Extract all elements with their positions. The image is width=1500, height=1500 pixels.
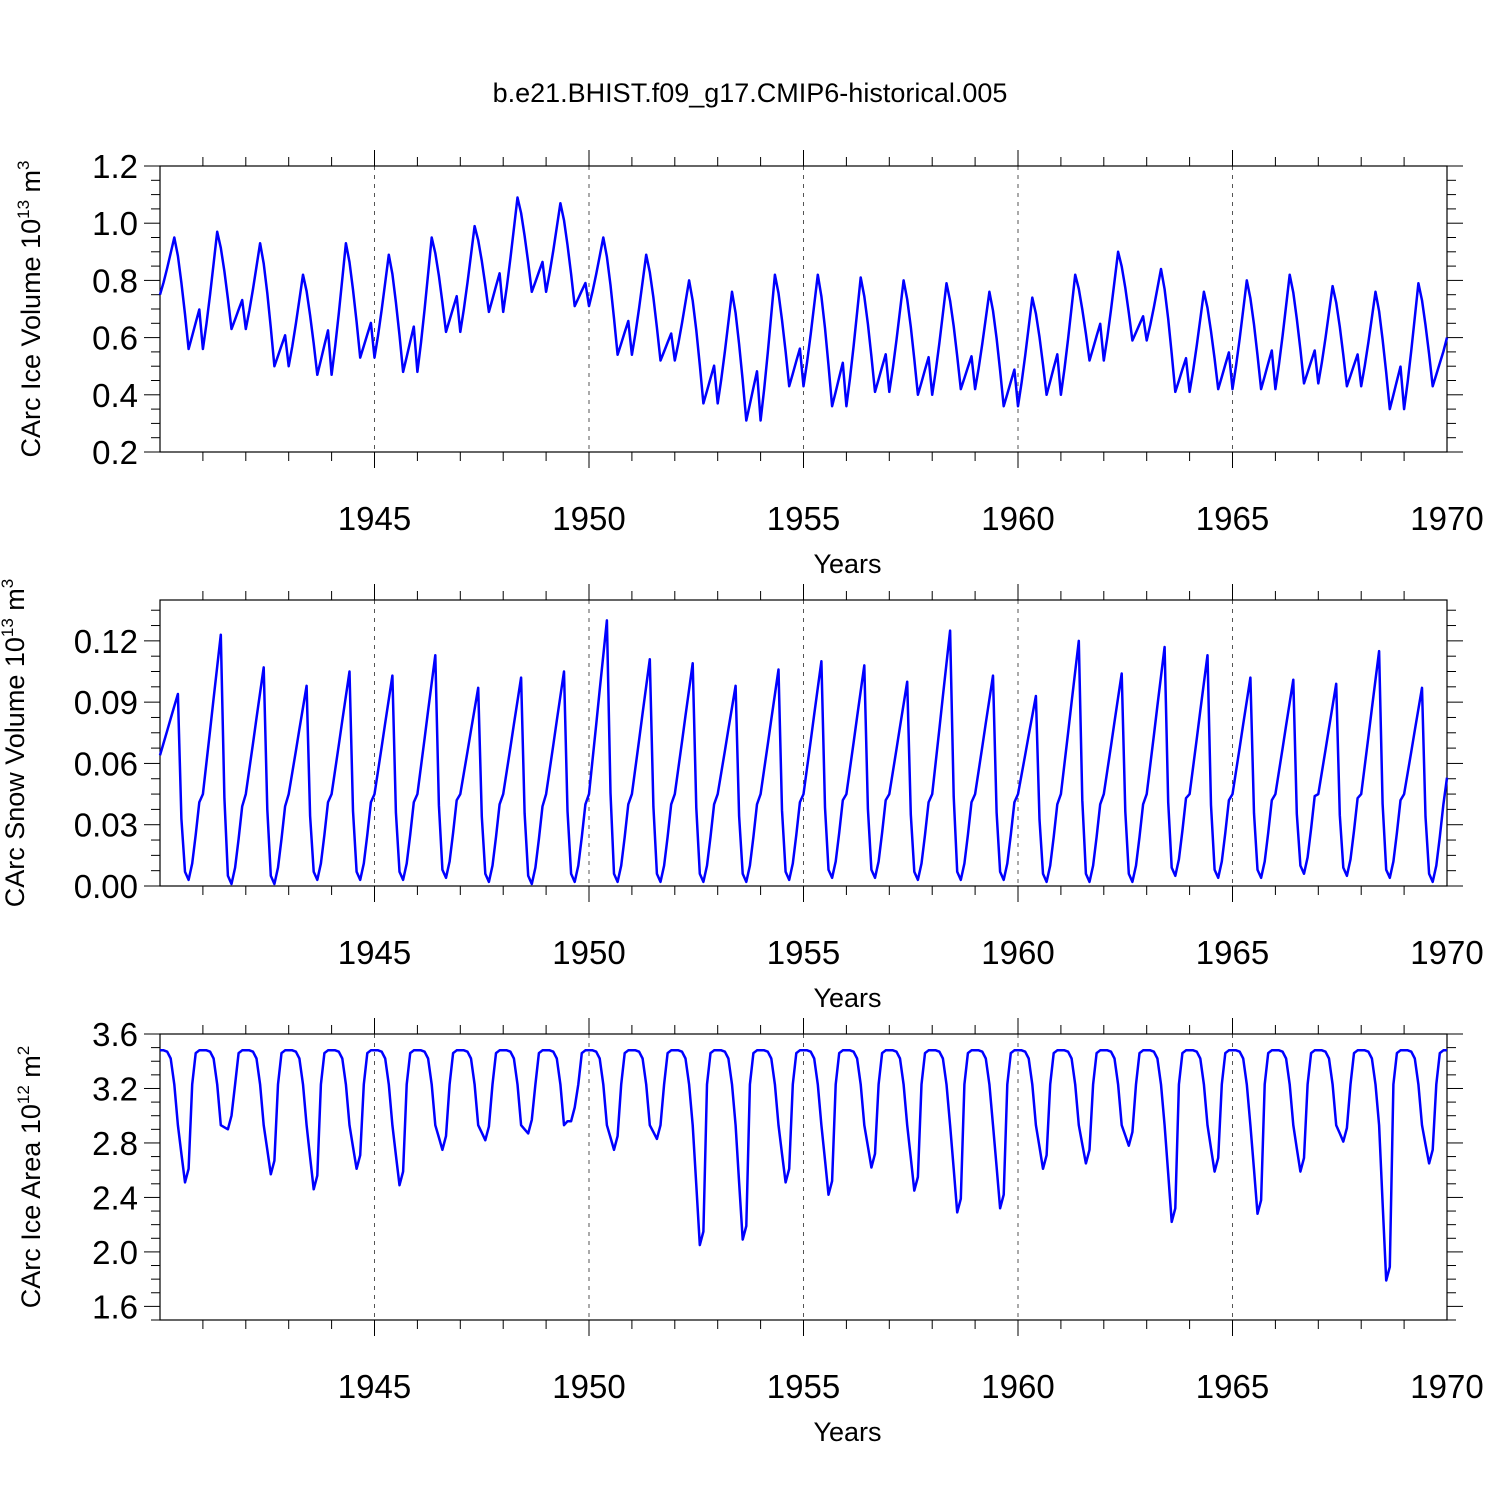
- x-tick-label: 1945: [338, 934, 411, 971]
- y-axis-label: CArc Ice Area 1012 m2: [14, 1046, 46, 1309]
- figure-title: b.e21.BHIST.f09_g17.CMIP6-historical.005: [493, 78, 1008, 108]
- x-tick-label: 1955: [767, 1368, 840, 1405]
- snow-volume-panel: 1945 1950 1955 1960 1965 1970 Years 0.00 0.03 0.0…: [0, 579, 1484, 1013]
- y-axis-label: CArc Ice Volume 1013 m3: [14, 160, 46, 457]
- y-tick-label: 0.03: [74, 807, 138, 844]
- x-axis-label: Years: [813, 1417, 881, 1447]
- x-tick-label: 1950: [552, 1368, 625, 1405]
- y-tick-label: 2.0: [92, 1234, 138, 1271]
- x-tick-label: 1970: [1410, 934, 1483, 971]
- x-tick-label: 1955: [767, 934, 840, 971]
- y-tick-label: 2.4: [92, 1179, 138, 1216]
- y-tick-label: 0.00: [74, 868, 138, 905]
- x-tick-label: 1960: [981, 500, 1054, 537]
- y-tick-label: 0.12: [74, 623, 138, 660]
- y-tick-label: 2.8: [92, 1125, 138, 1162]
- y-tick-label: 0.2: [92, 434, 138, 471]
- ice-area-series-line: [160, 1049, 1447, 1282]
- x-tick-label: 1965: [1196, 934, 1269, 971]
- y-tick-label: 1.2: [92, 148, 138, 185]
- x-tick-label: 1960: [981, 934, 1054, 971]
- ice-volume-panel: 1945 1950 1955 1960 1965 1970 Years 0.2 0.4 0.6 0.…: [14, 148, 1484, 579]
- ice-volume-series-line: [158, 196, 1449, 422]
- x-tick-label: 1945: [338, 500, 411, 537]
- y-tick-label: 3.6: [92, 1016, 138, 1053]
- x-tick-label: 1970: [1410, 500, 1483, 537]
- x-tick-label: 1950: [552, 934, 625, 971]
- y-tick-label: 0.8: [92, 262, 138, 299]
- y-tick-label: 1.0: [92, 205, 138, 242]
- y-tick-label: 3.2: [92, 1070, 138, 1107]
- y-axis-label: CArc Snow Volume 1013 m3: [0, 579, 30, 908]
- y-tick-label: 0.4: [92, 377, 138, 414]
- x-tick-label: 1950: [552, 500, 625, 537]
- x-tick-label: 1960: [981, 1368, 1054, 1405]
- x-tick-label: 1970: [1410, 1368, 1483, 1405]
- y-tick-label: 0.09: [74, 684, 138, 721]
- y-tick-label: 0.6: [92, 320, 138, 357]
- y-tick-label: 1.6: [92, 1288, 138, 1325]
- x-tick-label: 1965: [1196, 500, 1269, 537]
- x-tick-label: 1945: [338, 1368, 411, 1405]
- x-tick-label: 1965: [1196, 1368, 1269, 1405]
- snow-volume-series-line: [158, 619, 1449, 886]
- x-tick-label: 1955: [767, 500, 840, 537]
- x-axis-label: Years: [813, 983, 881, 1013]
- x-axis-label: Years: [813, 549, 881, 579]
- y-tick-label: 0.06: [74, 745, 138, 782]
- ice-area-panel: 1945 1950 1955 1960 1965 1970 Years 1.6 2.0 2.4 2.…: [14, 1016, 1484, 1447]
